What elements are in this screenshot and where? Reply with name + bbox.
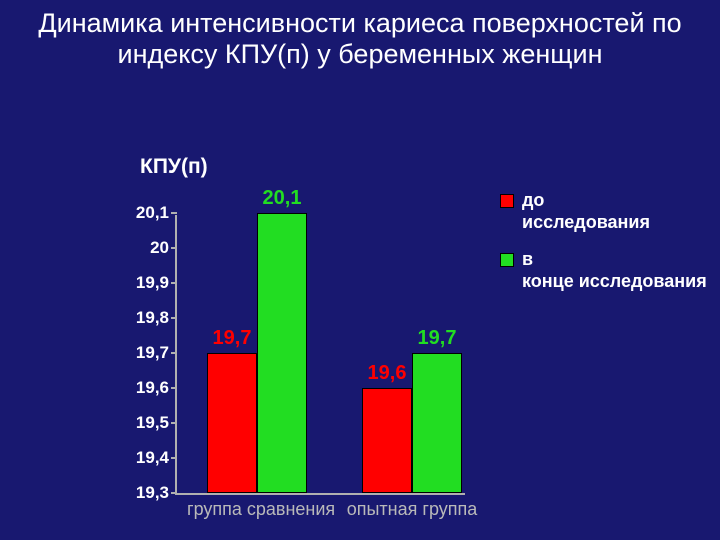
bar-value-label: 19,7 — [418, 327, 457, 354]
bar: 19,7 — [207, 353, 257, 493]
legend: до исследования в конце исследования — [500, 190, 707, 308]
y-axis-label: КПУ(п) — [140, 155, 208, 179]
legend-swatch — [500, 194, 514, 208]
y-tick-label: 19,6 — [136, 378, 177, 398]
legend-item: до исследования — [500, 190, 707, 233]
y-tick-label: 19,9 — [136, 273, 177, 293]
slide-title: Динамика интенсивности кариеса поверхнос… — [0, 0, 720, 70]
x-category-label: группа сравнения — [187, 493, 327, 520]
y-tick-label: 20,1 — [136, 203, 177, 223]
bar-value-label: 19,7 — [213, 327, 252, 354]
legend-swatch — [500, 253, 514, 267]
y-tick-label: 19,8 — [136, 308, 177, 328]
bar: 19,6 — [362, 388, 412, 493]
y-tick-label: 19,5 — [136, 413, 177, 433]
bar-value-label: 19,6 — [368, 362, 407, 389]
y-tick-label: 19,3 — [136, 483, 177, 503]
bar-value-label: 20,1 — [263, 187, 302, 214]
legend-label: в конце исследования — [522, 249, 707, 292]
y-tick-label: 20 — [150, 238, 177, 258]
bar: 20,1 — [257, 213, 307, 493]
legend-label: до исследования — [522, 190, 650, 233]
x-category-label: опытная группа — [342, 493, 482, 520]
chart-plot-area: 19,319,419,519,619,719,819,92020,119,720… — [175, 215, 465, 495]
y-tick-label: 19,4 — [136, 448, 177, 468]
legend-item: в конце исследования — [500, 249, 707, 292]
y-tick-label: 19,7 — [136, 343, 177, 363]
bar: 19,7 — [412, 353, 462, 493]
